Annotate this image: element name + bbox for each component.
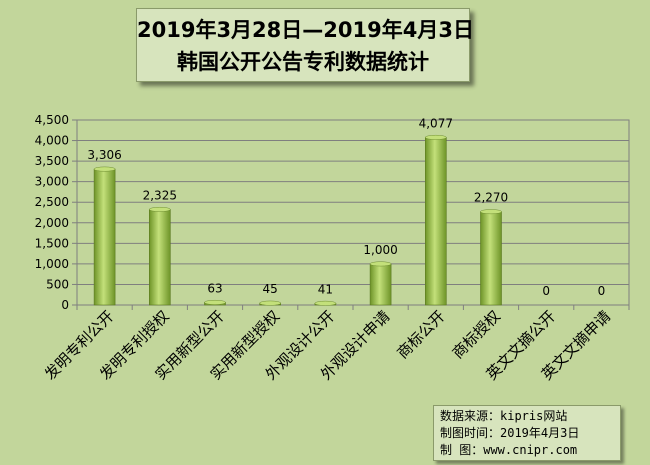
- source-line-data-source: 数据来源：kipris网站: [440, 409, 568, 423]
- y-tick-label: 2,000: [35, 216, 69, 230]
- data-label: 2,325: [143, 188, 177, 202]
- bar-cap: [480, 209, 502, 215]
- bar-cap: [314, 300, 337, 306]
- x-tick-label: 商标公开: [393, 307, 448, 362]
- bar-cap: [369, 261, 392, 267]
- y-tick-label: 1,500: [35, 236, 69, 250]
- bars: [93, 134, 502, 306]
- y-tick-label: 1,000: [35, 257, 69, 271]
- chart-title-box: 2019年3月28日—2019年4月3日 韩国公开公告专利数据统计: [136, 8, 474, 82]
- bar: [149, 209, 171, 306]
- chart-title-date-range: 2019年3月28日—2019年4月3日: [137, 18, 474, 42]
- y-tick-label: 2,500: [35, 195, 69, 209]
- bar-chart: 0 500 1,000 1,500 2,000 2,500 3,000 3,500 4,000 4…: [35, 113, 630, 383]
- y-tick-label: 4,500: [35, 113, 69, 127]
- y-tick-label: 0: [61, 298, 69, 312]
- bar-cap: [425, 134, 447, 140]
- data-label: 41: [318, 282, 333, 296]
- data-label: 45: [263, 282, 278, 296]
- data-label: 0: [598, 284, 606, 298]
- bar-cap: [259, 300, 281, 306]
- chart-title-subject: 韩国公开公告专利数据统计: [177, 50, 429, 74]
- data-label: 3,306: [87, 148, 121, 162]
- bar-cap: [93, 166, 116, 172]
- bar: [93, 168, 116, 306]
- y-tick-label: 3,500: [35, 154, 69, 168]
- y-tick-label: 3,000: [35, 175, 69, 189]
- source-line-author: 制 图：www.cnipr.com: [440, 443, 578, 457]
- bar: [424, 137, 447, 306]
- data-label: 2,270: [474, 191, 508, 205]
- data-label: 1,000: [363, 243, 397, 257]
- source-line-chart-date: 制图时间：2019年4月3日: [440, 426, 580, 440]
- source-info-box: 数据来源：kipris网站 制图时间：2019年4月3日 制 图：www.cni…: [433, 405, 621, 461]
- bar-cap: [204, 300, 226, 305]
- x-tick-label: 商标授权: [449, 307, 504, 362]
- y-tick-label: 500: [46, 277, 69, 291]
- bar: [480, 211, 502, 306]
- data-label: 0: [542, 284, 550, 298]
- data-labels: 3,306 2,325 63 45 41 1,000 4,077 2,270 0 0: [87, 116, 605, 298]
- y-axis-ticks: 0 500 1,000 1,500 2,000 2,500 3,000 3,500 4,000 4…: [35, 113, 69, 312]
- data-label: 63: [207, 281, 222, 295]
- y-tick-label: 4,000: [35, 134, 69, 148]
- bar-cap: [149, 207, 171, 212]
- bar: [369, 263, 392, 306]
- data-label: 4,077: [419, 116, 453, 130]
